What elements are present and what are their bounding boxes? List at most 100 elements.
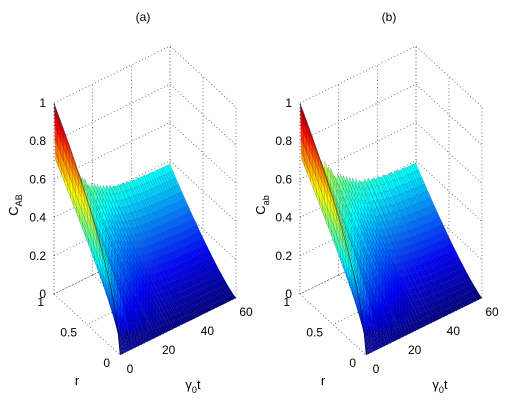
- surface-patch: [128, 319, 134, 332]
- surface-patch: [147, 260, 154, 268]
- surface-patch: [178, 277, 184, 285]
- surface-patch: [154, 169, 160, 179]
- surface-patch: [181, 297, 187, 304]
- z-tick-label: 0.8: [29, 134, 46, 148]
- z-tick-label: 0.8: [275, 134, 292, 148]
- surface-patch: [154, 211, 160, 220]
- surface-patch: [208, 284, 214, 292]
- surface-patch: [160, 192, 167, 201]
- surface-patch: [148, 181, 154, 190]
- grid-line-z: [53, 198, 237, 261]
- surface-patch: [136, 247, 142, 257]
- surface-patch: [132, 227, 139, 235]
- surface-patch: [179, 191, 186, 200]
- surface-patch: [120, 261, 125, 270]
- z-tick-label: 0.6: [29, 172, 46, 186]
- surface-patch: [130, 233, 136, 244]
- y-tick-label: 1: [37, 295, 44, 309]
- surface-patch: [174, 264, 180, 273]
- surface-patch: [223, 297, 230, 303]
- surface-patch: [199, 267, 205, 276]
- surface-patch: [142, 183, 148, 193]
- surface-patch: [170, 220, 177, 228]
- panel-b-title: (b): [382, 10, 397, 24]
- x-tick-label: 40: [201, 324, 215, 338]
- surface-patch: [138, 253, 144, 265]
- surface-patch: [143, 253, 149, 261]
- surface-patch: [188, 235, 195, 244]
- grid-line-z: [53, 45, 237, 108]
- surface-patch: [184, 274, 190, 283]
- surface-patch: [157, 185, 164, 194]
- surface-patch: [176, 209, 183, 218]
- panel-b-x-label-suffix: t: [444, 377, 448, 392]
- surface-patch: [148, 214, 154, 222]
- surface-patch: [147, 273, 153, 284]
- surface-patch: [164, 323, 170, 332]
- surface-patch: [123, 326, 128, 353]
- surface-patch: [157, 291, 163, 300]
- surface-patch: [146, 328, 151, 341]
- z-tick-label: 0.2: [275, 249, 292, 263]
- surface-patch: [175, 217, 181, 227]
- z-tick-label: 0.4: [275, 211, 292, 225]
- surface-patch: [119, 199, 125, 208]
- surface-patch: [159, 269, 165, 279]
- surface-patch: [137, 240, 143, 248]
- grid-line-x-floor: [53, 293, 121, 356]
- panel-b-z-axis-label: Cab: [253, 195, 271, 214]
- z-tick-label: 0.4: [29, 211, 46, 225]
- surface-patch: [145, 273, 151, 283]
- x-tick-label: 20: [408, 343, 422, 357]
- surface-patch: [208, 304, 215, 311]
- surface-patch: [146, 214, 152, 222]
- surface-patch: [181, 317, 187, 324]
- surface-patch: [138, 240, 145, 248]
- surface-patch: [186, 236, 192, 245]
- surface-patch: [113, 271, 119, 281]
- surface-patch: [215, 288, 222, 295]
- surface-patch: [130, 333, 135, 349]
- surface-patch: [127, 205, 133, 214]
- z-tick-label: 0.2: [29, 249, 46, 263]
- grid-line-z: [53, 83, 237, 146]
- surface-patch: [151, 258, 157, 267]
- grid-line-z: [53, 160, 237, 222]
- surface-patch: [211, 290, 217, 297]
- surface-patch: [139, 331, 144, 345]
- surface-patch: [217, 300, 223, 306]
- surface-patch: [158, 304, 164, 314]
- x-tick-label: 60: [239, 305, 253, 319]
- surface-patch: [135, 217, 141, 228]
- surface-patch: [119, 324, 124, 354]
- x-tick-label: 60: [485, 305, 499, 319]
- y-tick-label: 0: [103, 356, 110, 370]
- grid-line-z: [53, 121, 237, 184]
- surface-patch: [175, 241, 181, 250]
- surface-patch: [142, 216, 148, 224]
- surface-patch: [136, 330, 142, 346]
- surface-patch: [108, 234, 113, 242]
- surface-patch: [196, 310, 202, 317]
- surface-patch: [183, 230, 189, 238]
- surface-patch: [207, 263, 214, 272]
- surface-patch: [175, 225, 182, 234]
- surface-patch: [181, 283, 187, 291]
- surface-patch: [187, 227, 194, 237]
- surface-patch: [174, 249, 180, 258]
- x-tick-label: 20: [162, 343, 176, 357]
- z-tick-label: 1: [39, 96, 46, 110]
- surface-patch: [185, 229, 192, 237]
- surface-patch: [128, 328, 133, 350]
- surface-patch: [162, 165, 169, 175]
- panel-b-z-label-main: C: [253, 205, 268, 214]
- surface-patch: [203, 287, 210, 294]
- surface-patch: [116, 192, 122, 201]
- surface-patch: [171, 186, 178, 196]
- panel-b-y-axis-label: r: [321, 373, 326, 388]
- surface-patch: [152, 228, 158, 236]
- surface-patch: [122, 305, 127, 322]
- surface-patch: [155, 271, 161, 280]
- surface-patch: [124, 189, 131, 199]
